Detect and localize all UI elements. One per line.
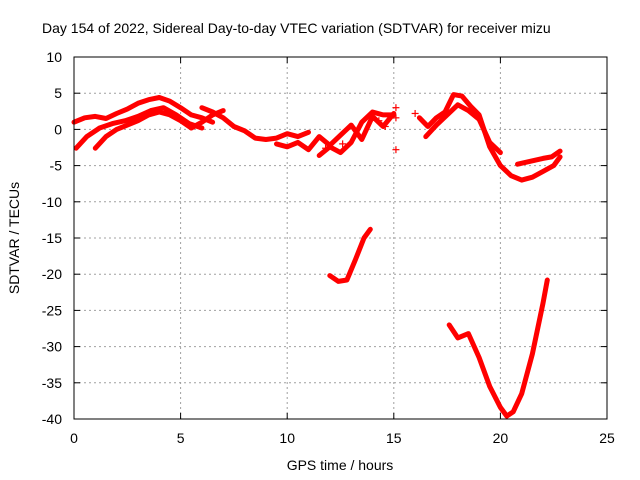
y-axis-title: SDTVAR / TECUs [6,182,22,294]
y-tick-label: -5 [50,158,63,174]
y-tick-label: -35 [42,375,62,391]
scatter-point [392,146,400,154]
y-tick-label: 0 [54,121,62,137]
scatter-point [392,114,400,122]
series-arc-4 [199,105,311,142]
plot-frame [73,56,608,420]
series-arc-6 [316,109,397,158]
y-tick-label: -10 [42,194,62,210]
x-tick-label: 10 [279,430,295,446]
x-tick-label: 0 [70,430,78,446]
scatter-points [322,104,419,154]
series-arc-2 [73,105,205,151]
x-axis-title: GPS time / hours [287,457,394,473]
y-tick-labels: 10 5 0 -5 -10 -15 -20 -25 -30 -35 -40 [42,49,62,427]
series-arc-9 [423,102,503,156]
x-tick-labels: 0 5 10 15 20 25 [70,430,615,446]
y-tick-label: 10 [46,49,62,65]
x-tick-label: 5 [177,430,185,446]
y-tick-label: -25 [42,302,62,318]
y-tick-label: -20 [42,266,62,282]
scatter-point [375,117,383,125]
y-tick-label: -15 [42,230,62,246]
data-series [71,92,563,419]
scatter-point [392,104,400,112]
y-tick-label: -40 [42,411,62,427]
chart-title: Day 154 of 2022, Sidereal Day-to-day VTE… [42,20,551,36]
y-tick-label: 5 [54,85,62,101]
y-tick-label: -30 [42,339,62,355]
x-tick-label: 25 [599,430,615,446]
x-tick-label: 20 [493,430,509,446]
series-arc-11 [446,277,550,419]
series-arc-7 [327,226,373,284]
scatter-point [339,140,347,148]
scatter-point [322,144,330,152]
series-arc-1 [71,95,216,125]
scatter-point [381,123,389,131]
series-arc-5 [274,111,397,153]
x-tick-label: 15 [386,430,402,446]
series-arc-3 [92,108,226,151]
series-arc-10 [515,148,563,167]
scatter-point [411,109,419,117]
